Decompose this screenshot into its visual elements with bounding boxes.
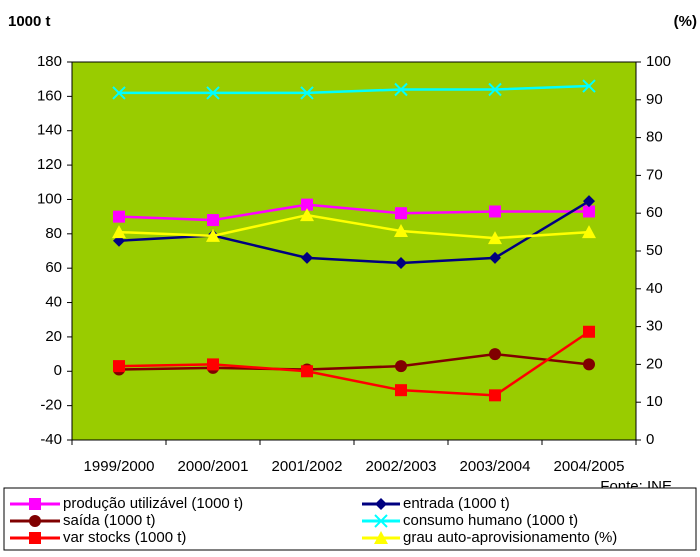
y-tick-label: 160 xyxy=(37,87,62,104)
y-tick-label: 100 xyxy=(37,190,62,207)
marker xyxy=(582,79,596,93)
series-line xyxy=(118,213,590,240)
marker xyxy=(488,82,502,97)
y2-tick-label: 10 xyxy=(646,393,663,410)
marker xyxy=(301,251,313,264)
y2-tick-label: 80 xyxy=(646,129,663,146)
legend-box xyxy=(3,487,697,551)
y-tick-label: 180 xyxy=(37,53,62,70)
y-tick-label: 80 xyxy=(45,225,62,242)
marker xyxy=(394,223,408,237)
y-tick-label: -40 xyxy=(40,431,62,448)
y2-tick-label: 60 xyxy=(646,204,663,221)
marker xyxy=(583,195,595,208)
y2-tick-label: 100 xyxy=(646,53,671,70)
marker xyxy=(489,389,501,402)
y2-axis-label: (%) xyxy=(674,13,697,30)
y2-tick-label: 20 xyxy=(646,355,663,372)
marker xyxy=(29,498,41,510)
legend-label: produção utilizável (1000 t) xyxy=(63,495,243,512)
marker xyxy=(488,231,502,245)
x-tick-label: 2003/2004 xyxy=(460,458,531,475)
marker xyxy=(395,360,407,373)
marker xyxy=(112,225,126,239)
marker xyxy=(374,531,388,544)
y2-tick-label: 70 xyxy=(646,166,663,183)
marker xyxy=(395,384,407,397)
marker xyxy=(394,82,408,97)
marker xyxy=(206,86,220,100)
marker xyxy=(300,208,314,222)
legend-label: grau auto-aprovisionamento (%) xyxy=(403,529,617,546)
y-tick-label: 120 xyxy=(37,156,62,173)
marker xyxy=(582,225,596,239)
y-tick-label: 140 xyxy=(37,122,62,139)
marker xyxy=(207,358,219,371)
marker xyxy=(301,365,313,378)
marker xyxy=(112,86,126,100)
y2-tick-label: 50 xyxy=(646,242,663,259)
series-line xyxy=(118,352,590,371)
marker xyxy=(207,214,219,227)
marker xyxy=(29,515,41,527)
y-tick-label: 0 xyxy=(54,362,62,379)
marker xyxy=(489,348,501,361)
legend-label: entrada (1000 t) xyxy=(403,495,510,512)
marker xyxy=(374,514,388,528)
y-tick-label: -20 xyxy=(40,397,62,414)
marker xyxy=(395,207,407,220)
x-tick-label: 2001/2002 xyxy=(272,458,343,475)
x-tick-label: 2002/2003 xyxy=(366,458,437,475)
legend-label: consumo humano (1000 t) xyxy=(403,512,578,529)
y-tick-label: 40 xyxy=(45,294,62,311)
marker xyxy=(489,205,501,218)
x-tick-label: 2004/2005 xyxy=(554,458,625,475)
legend-label: saída (1000 t) xyxy=(63,512,156,529)
marker xyxy=(206,228,220,242)
marker xyxy=(489,251,501,264)
plot-area xyxy=(71,61,637,441)
marker xyxy=(395,257,407,270)
marker xyxy=(583,358,595,371)
series-line xyxy=(118,203,589,222)
marker xyxy=(300,86,314,100)
y-tick-label: 20 xyxy=(45,328,62,345)
marker xyxy=(583,325,595,338)
y2-tick-label: 30 xyxy=(646,318,663,335)
series-line xyxy=(118,330,590,397)
x-tick-label: 1999/2000 xyxy=(84,458,155,475)
y-axis-label: 1000 t xyxy=(8,13,51,30)
y2-tick-label: 0 xyxy=(646,431,654,448)
series-line xyxy=(119,84,590,95)
y-tick-label: 60 xyxy=(45,259,62,276)
x-tick-label: 2000/2001 xyxy=(178,458,249,475)
y2-tick-label: 90 xyxy=(646,91,663,108)
marker xyxy=(583,205,595,218)
legend-label: var stocks (1000 t) xyxy=(63,529,186,546)
marker xyxy=(113,210,125,223)
marker xyxy=(375,498,387,510)
marker xyxy=(301,198,313,211)
marker xyxy=(29,532,41,544)
y2-tick-label: 40 xyxy=(646,280,663,297)
marker xyxy=(113,360,125,373)
